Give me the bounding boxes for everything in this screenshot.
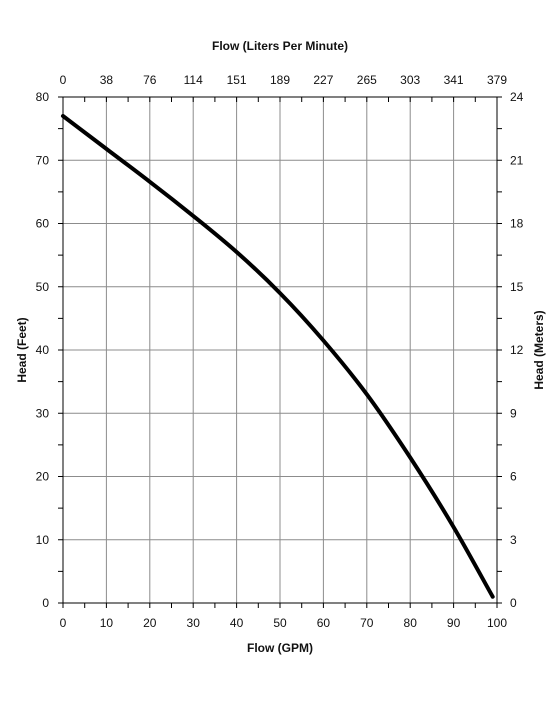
pump-curve-line (61, 114, 495, 599)
x-tick-label: 60 (317, 616, 331, 630)
y-tick-label: 40 (36, 343, 50, 357)
y2-tick-label: 15 (510, 280, 524, 294)
x2-tick-label: 227 (313, 73, 333, 87)
y2-tick-label: 21 (510, 153, 524, 167)
x-tick-label: 90 (447, 616, 461, 630)
x2-tick-label: 114 (184, 73, 203, 87)
y2-tick-label: 12 (510, 343, 524, 357)
plot-frame (62, 96, 498, 604)
y-tick-label: 50 (36, 280, 50, 294)
series-layer (61, 114, 495, 599)
left-axis-title: Head (Feet) (15, 317, 29, 382)
x2-tick-label: 379 (487, 73, 507, 87)
y2-tick-label: 18 (510, 217, 524, 231)
x-tick-label: 100 (487, 616, 507, 630)
x2-tick-label: 0 (60, 73, 67, 87)
x-tick-label: 20 (143, 616, 157, 630)
y2-tick-label: 24 (510, 90, 524, 104)
y-tick-label: 60 (36, 217, 50, 231)
right-axis-title: Head (Meters) (532, 310, 546, 389)
y2-tick-label: 9 (510, 406, 517, 420)
y-tick-label: 70 (36, 153, 50, 167)
x2-tick-label: 189 (270, 73, 290, 87)
bottom-axis-title: Flow (GPM) (247, 641, 313, 655)
x-tick-label: 50 (273, 616, 287, 630)
tick-layer (58, 96, 502, 608)
x2-tick-label: 303 (400, 73, 420, 87)
x-tick-label: 70 (360, 616, 374, 630)
label-layer: 0010382076301144015150189602277026580303… (36, 73, 524, 630)
y-tick-label: 30 (36, 406, 50, 420)
x-tick-label: 30 (187, 616, 201, 630)
x2-tick-label: 38 (100, 73, 114, 87)
y2-tick-label: 6 (510, 470, 517, 484)
x2-tick-label: 265 (357, 73, 377, 87)
x-tick-label: 80 (404, 616, 418, 630)
y-tick-label: 80 (36, 90, 50, 104)
x-tick-label: 40 (230, 616, 244, 630)
y-tick-label: 20 (36, 470, 50, 484)
x-tick-label: 0 (60, 616, 67, 630)
x2-tick-label: 341 (444, 73, 464, 87)
x2-tick-label: 151 (227, 73, 247, 87)
y2-tick-label: 0 (510, 596, 517, 610)
y2-tick-label: 3 (510, 533, 517, 547)
x2-tick-label: 76 (143, 73, 157, 87)
grid-layer (63, 97, 497, 603)
top-axis-title: Flow (Liters Per Minute) (212, 39, 348, 53)
y-tick-label: 0 (42, 596, 49, 610)
x-tick-label: 10 (100, 616, 114, 630)
y-tick-label: 10 (36, 533, 50, 547)
